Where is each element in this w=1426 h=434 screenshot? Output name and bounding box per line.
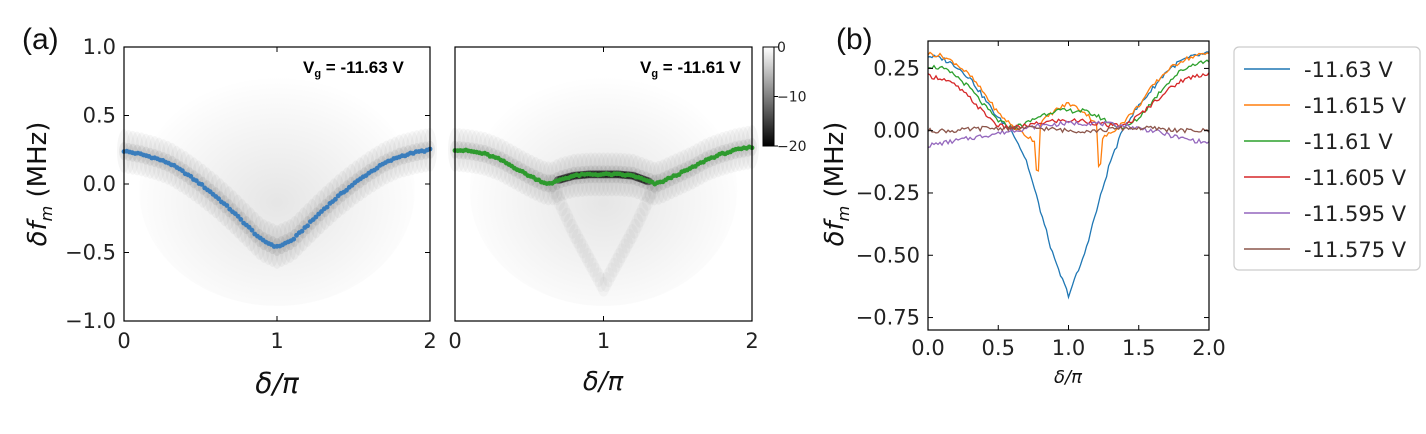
fit-point: [199, 182, 205, 187]
x-tick-label: 2: [745, 329, 758, 353]
line-chart-panel: 0.0 0.5 1.0 1.5 2.0 0.25 0.00 −0.25 −0.50 −0.75 δ…: [820, 40, 1421, 388]
annotation-right-sub: g: [651, 68, 658, 80]
x-tick-label: 0: [448, 329, 461, 353]
colorbar: [762, 46, 775, 147]
ylabel-left-main: δf: [23, 218, 53, 247]
fit-point: [235, 213, 241, 219]
y-tick-label: 1.0: [83, 35, 116, 59]
heatmap-right-xlabel: δ/π: [583, 367, 624, 397]
y-tick-label: −0.75: [856, 306, 920, 330]
panel-b-label: (b): [836, 23, 873, 56]
line-chart-series: [927, 51, 1210, 300]
heatmap-left-ylabel: δfm (MHz): [23, 122, 56, 247]
x-tick-label: 0.0: [911, 336, 944, 360]
fit-point: [188, 173, 194, 179]
heatmap-left-ticks: 0 1 2 1.0 0.5 0.0 −0.5 −1.0: [65, 35, 437, 353]
fit-point: [333, 196, 338, 202]
x-tick-label: 1: [270, 329, 283, 353]
heatmap-right-panel: 0 1 2 Vg = -11.61 V δ/π 0 −10 −20: [448, 40, 807, 397]
fit-point: [238, 217, 244, 222]
ylabel-b-sub: m: [834, 206, 853, 222]
colorbar-tick-label: 0: [777, 40, 786, 56]
haze-glow: [469, 75, 738, 306]
x-tick-label: 1.0: [1052, 336, 1085, 360]
ylabel-left-unit: (MHz): [23, 122, 53, 206]
y-tick-label: −0.5: [65, 241, 116, 265]
fit-point: [291, 236, 297, 242]
annotation-right-rest: = -11.61 V: [658, 58, 741, 77]
annotation-right-v: V: [640, 58, 652, 77]
fit-point: [249, 227, 255, 233]
ylabel-b-unit: (MHz): [820, 122, 850, 206]
x-tick-label: 0: [117, 329, 130, 353]
fit-point: [299, 228, 305, 234]
x-tick-label: 2.0: [1192, 336, 1225, 360]
series-line: [927, 51, 1210, 300]
colorbar-tick-label: −20: [777, 139, 807, 155]
ylabel-left-sub: m: [37, 206, 56, 222]
y-tick-label: −1.0: [65, 309, 116, 333]
series-line: [927, 120, 1210, 148]
annotation-left-v: V: [303, 58, 315, 77]
x-tick-label: 1: [597, 329, 610, 353]
series-line: [927, 124, 1210, 134]
series-line: [927, 51, 1210, 172]
legend: -11.63 V -11.615 V -11.61 V -11.605 V -11.59…: [1244, 58, 1407, 262]
heatmap-right-fit-points: [452, 144, 755, 187]
line-chart-ticks: 0.0 0.5 1.0 1.5 2.0 0.25 0.00 −0.25 −0.50 −0.75: [856, 41, 1226, 360]
x-tick-label: 2: [423, 329, 436, 353]
fit-point: [344, 187, 349, 193]
heatmap-left-intensity: [119, 75, 435, 306]
legend-label: -11.605 V: [1304, 166, 1407, 190]
fit-point: [305, 223, 310, 229]
annotation-left-rest: = -11.63 V: [321, 58, 404, 77]
y-tick-label: 0.5: [83, 104, 116, 128]
x-tick-label: 1.5: [1122, 336, 1155, 360]
fit-point: [313, 214, 319, 220]
line-chart-ylabel: δfm (MHz): [820, 122, 853, 247]
y-tick-label: −0.50: [856, 243, 920, 267]
legend-label: -11.615 V: [1304, 94, 1407, 118]
y-tick-label: 0.25: [873, 56, 920, 80]
haze-glow: [139, 75, 415, 306]
y-tick-label: 0.00: [873, 119, 920, 143]
colorbar-ticks: 0 −10 −20: [774, 40, 807, 155]
fit-point: [324, 204, 330, 210]
fit-point: [216, 196, 222, 202]
x-tick-label: 0.5: [982, 336, 1015, 360]
fit-point: [180, 168, 185, 174]
heatmap-right-annotation: Vg = -11.61 V: [640, 58, 741, 80]
series-line: [927, 59, 1210, 131]
legend-label: -11.63 V: [1304, 58, 1393, 82]
fit-point: [193, 178, 199, 184]
ylabel-b-main: δf: [820, 218, 850, 247]
colorbar-tick-label: −10: [777, 90, 807, 106]
legend-label: -11.575 V: [1304, 238, 1407, 262]
line-chart-xlabel: δ/π: [1054, 367, 1083, 388]
legend-label: -11.595 V: [1304, 202, 1407, 226]
annotation-left-sub: g: [314, 68, 321, 80]
heatmap-left-xlabel: δ/π: [255, 367, 300, 400]
panel-a-label: (a): [22, 23, 59, 56]
heatmap-left-panel: 0 1 2 1.0 0.5 0.0 −0.5 −1.0 Vg = -11.63 V δ/π δ…: [23, 35, 437, 400]
fit-point: [224, 203, 230, 208]
legend-box: [1233, 46, 1421, 271]
y-tick-label: 0.0: [83, 172, 116, 196]
series-line: [927, 72, 1210, 131]
heatmap-left-annotation: Vg = -11.63 V: [303, 58, 404, 80]
legend-label: -11.61 V: [1304, 130, 1393, 154]
heatmap-right-ticks: 0 1 2: [448, 47, 759, 353]
y-tick-label: −0.25: [856, 181, 920, 205]
